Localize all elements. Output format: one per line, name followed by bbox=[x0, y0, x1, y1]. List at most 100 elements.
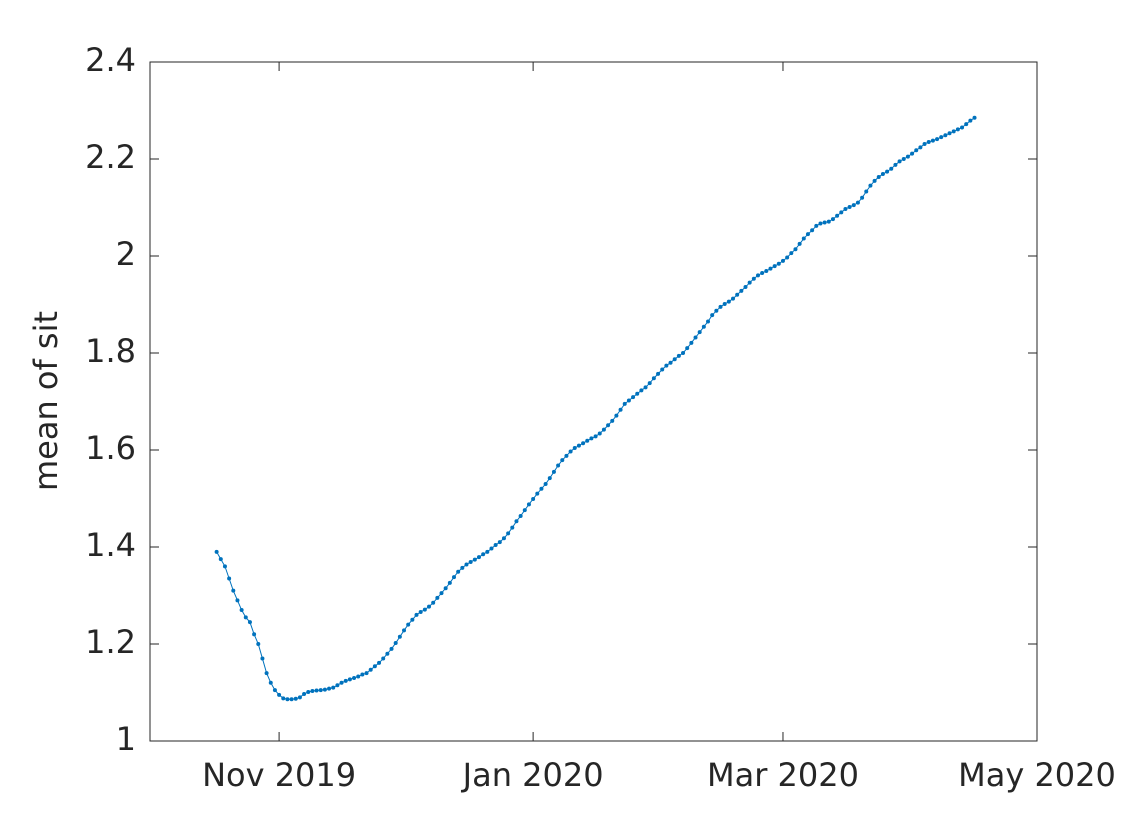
y-tick-label: 2.2 bbox=[85, 138, 136, 176]
data-point bbox=[860, 195, 865, 200]
y-tick-label: 1 bbox=[116, 720, 136, 758]
y-tick-label: 2.4 bbox=[85, 41, 136, 79]
data-point bbox=[880, 172, 885, 177]
data-point bbox=[556, 463, 561, 468]
y-axis-label: mean of sit bbox=[27, 311, 65, 491]
data-point bbox=[397, 634, 402, 639]
y-tick-label: 1.6 bbox=[85, 429, 136, 467]
data-point bbox=[539, 486, 544, 491]
data-point bbox=[939, 135, 944, 140]
data-point bbox=[626, 398, 631, 403]
data-point bbox=[801, 236, 806, 241]
data-point bbox=[772, 264, 777, 269]
data-point bbox=[739, 288, 744, 293]
data-point bbox=[693, 335, 698, 340]
data-point bbox=[647, 381, 652, 386]
data-point bbox=[264, 671, 269, 676]
data-point bbox=[281, 696, 286, 701]
data-point bbox=[855, 200, 860, 205]
data-point bbox=[935, 137, 940, 142]
data-point bbox=[643, 385, 648, 390]
data-point bbox=[610, 418, 615, 423]
data-point bbox=[439, 591, 444, 596]
data-point bbox=[472, 557, 477, 562]
data-point bbox=[572, 446, 577, 451]
data-point bbox=[464, 562, 469, 567]
data-point bbox=[780, 258, 785, 263]
data-point bbox=[218, 557, 223, 562]
data-point bbox=[268, 680, 273, 685]
data-point bbox=[785, 255, 790, 260]
data-point bbox=[755, 273, 760, 278]
data-point bbox=[589, 436, 594, 441]
data-point bbox=[460, 565, 465, 570]
data-point bbox=[252, 632, 257, 637]
y-tick-label: 1.8 bbox=[85, 332, 136, 370]
data-point bbox=[876, 174, 881, 179]
data-point bbox=[514, 519, 519, 524]
x-tick-label: Mar 2020 bbox=[707, 756, 859, 794]
data-point bbox=[606, 423, 611, 428]
y-tick-label: 1.2 bbox=[85, 623, 136, 661]
data-point bbox=[593, 434, 598, 439]
data-point bbox=[410, 617, 415, 622]
data-point bbox=[518, 513, 523, 518]
data-point bbox=[955, 127, 960, 132]
data-point bbox=[451, 575, 456, 580]
data-point bbox=[235, 598, 240, 603]
data-point bbox=[356, 674, 361, 679]
data-point bbox=[960, 125, 965, 130]
data-point bbox=[435, 595, 440, 600]
data-point bbox=[922, 141, 927, 146]
data-point bbox=[743, 285, 748, 290]
data-point bbox=[805, 232, 810, 237]
data-point bbox=[535, 491, 540, 496]
data-point bbox=[885, 169, 890, 174]
data-point bbox=[510, 525, 515, 530]
data-point bbox=[751, 276, 756, 281]
data-point bbox=[918, 145, 923, 150]
data-point bbox=[393, 641, 398, 646]
data-point bbox=[810, 228, 815, 233]
data-point bbox=[631, 395, 636, 400]
data-point bbox=[352, 675, 357, 680]
x-tick-label: May 2020 bbox=[958, 756, 1116, 794]
data-point bbox=[830, 217, 835, 222]
data-point bbox=[256, 642, 261, 646]
data-point bbox=[314, 688, 319, 693]
data-point bbox=[443, 586, 448, 591]
data-point bbox=[760, 270, 765, 275]
data-point bbox=[285, 697, 290, 702]
data-point bbox=[227, 576, 232, 581]
data-point bbox=[468, 560, 473, 565]
data-point bbox=[364, 671, 369, 676]
data-point bbox=[618, 407, 623, 412]
data-point bbox=[239, 608, 244, 613]
data-point bbox=[826, 219, 831, 224]
data-point bbox=[564, 453, 569, 458]
data-point bbox=[310, 689, 315, 694]
data-point bbox=[360, 672, 365, 677]
data-point bbox=[247, 620, 252, 625]
data-point bbox=[731, 296, 736, 301]
data-point bbox=[726, 299, 731, 304]
data-point bbox=[431, 600, 436, 605]
data-point bbox=[560, 458, 565, 463]
data-point bbox=[506, 531, 511, 536]
data-point bbox=[897, 159, 902, 164]
data-point bbox=[385, 651, 390, 656]
data-point bbox=[389, 646, 394, 651]
data-point bbox=[664, 363, 669, 368]
data-point bbox=[485, 549, 490, 554]
data-point bbox=[622, 401, 627, 406]
data-point bbox=[905, 154, 910, 159]
data-point bbox=[793, 247, 798, 252]
data-point bbox=[776, 261, 781, 266]
data-point bbox=[318, 688, 323, 693]
data-point bbox=[581, 441, 586, 446]
data-point bbox=[789, 251, 794, 256]
data-point bbox=[551, 469, 556, 474]
data-point bbox=[347, 677, 352, 682]
data-point bbox=[456, 569, 461, 574]
